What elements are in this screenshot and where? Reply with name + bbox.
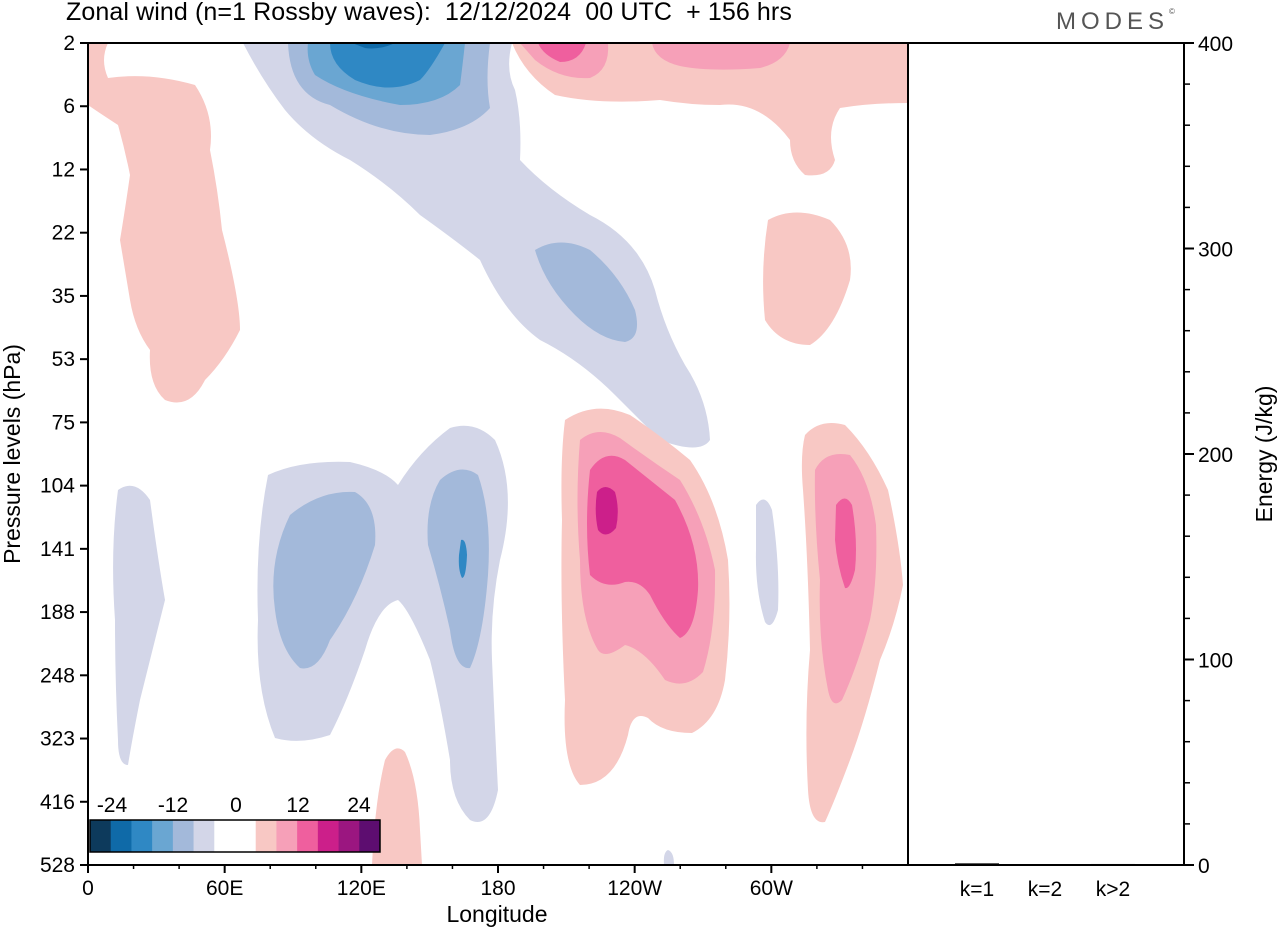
y-tick-label: 22 [52, 222, 75, 245]
y-tick-label: 35 [52, 285, 75, 308]
colorbar-swatch [338, 820, 360, 852]
contour-pos-strong-top-right-a [538, 43, 586, 62]
bar-category-label: k>2 [1096, 878, 1130, 901]
y-tick-label: 323 [40, 728, 75, 751]
y-tick-label: 248 [40, 664, 75, 687]
colorbar-label: -24 [97, 794, 128, 817]
colorbar-swatch [172, 820, 194, 852]
contour-neg-mod-central-b [427, 469, 489, 669]
contour-neg-weak-bottom [663, 850, 674, 865]
contour-pos-strong-far-right [835, 498, 856, 589]
bar-category-label: k=1 [960, 878, 994, 901]
energy-bar [1023, 864, 1067, 865]
contour-neg-mod-mid-upper [535, 242, 638, 342]
y-tick-label: 53 [52, 348, 75, 371]
contour-neg-mod-central-a [273, 491, 376, 669]
energy-tick-label: 300 [1198, 239, 1233, 262]
y-tick-label: 2 [63, 32, 75, 55]
colorbar-swatch [152, 820, 174, 852]
x-tick-label: 120E [337, 877, 386, 900]
bar-category-label: k=2 [1028, 878, 1062, 901]
logo-mark: © [1169, 7, 1175, 16]
colorbar-swatch [235, 820, 257, 852]
contour-neg-weak-upper [243, 43, 710, 448]
y-tick-label: 75 [52, 411, 75, 434]
x-tick-label: 120W [607, 877, 662, 900]
colorbar-swatch [255, 820, 277, 852]
colorbar-label: -12 [158, 794, 188, 817]
y-axis-title: Pressure levels (hPa) [0, 344, 25, 564]
y-tick-label: 141 [40, 538, 75, 561]
x-axis-title: Longitude [446, 901, 547, 927]
contour-neg-strong-central-b [458, 539, 467, 578]
x-tick-label: 180 [480, 877, 515, 900]
logo-text: MODES [1056, 8, 1170, 35]
contour-pos-weak-upper-left [88, 43, 240, 403]
energy-axis-title: Energy (J/kg) [1251, 386, 1277, 523]
x-tick-label: 0 [82, 877, 94, 900]
energy-tick-label: 100 [1198, 650, 1233, 673]
colorbar-swatch [131, 820, 153, 852]
x-tick-label: 60W [750, 877, 793, 900]
colorbar-frame [89, 819, 381, 853]
x-tick-label: 60E [206, 877, 243, 900]
energy-bars: k=1 k=2 k>2 [955, 863, 1135, 901]
pressure-axis: 2 6 12 22 35 53 75 104 141 188 248 323 416 528 [40, 32, 88, 877]
y-tick-label: 104 [40, 475, 75, 498]
colorbar-swatch [214, 820, 236, 852]
colorbar-label: 24 [347, 794, 371, 817]
contour-neg-weak-left-column [113, 485, 165, 765]
energy-tick-label: 200 [1198, 444, 1233, 467]
energy-bar [955, 863, 999, 865]
contour-pos-strongest-center [595, 487, 618, 535]
contour-neg-core-top [352, 43, 395, 49]
y-tick-label: 188 [40, 601, 75, 624]
colorbar-label: 0 [230, 794, 242, 817]
y-tick-label: 416 [40, 791, 75, 814]
energy-bar [1091, 863, 1135, 865]
modes-logo: MODES© [1056, 7, 1175, 36]
contour-neg-strong-top [330, 43, 445, 88]
colorbar-swatch [297, 820, 319, 852]
energy-tick-label: 0 [1198, 855, 1210, 878]
colorbar-swatch [359, 820, 381, 852]
colorbar: -24 -12 0 12 24 [89, 794, 381, 853]
colorbar-swatch [193, 820, 215, 852]
energy-tick-label: 400 [1198, 33, 1233, 56]
colorbar-swatch [90, 820, 112, 852]
chart-title: Zonal wind (n=1 Rossby waves): 12/12/202… [66, 0, 792, 26]
colorbar-swatch [317, 820, 339, 852]
colorbar-label: 12 [286, 794, 309, 817]
longitude-axis: 0 60E 120E 180 120W 60W [82, 865, 864, 900]
contour-pos-weak-upper-right [763, 212, 851, 345]
energy-axis: 0 100 200 300 400 [1184, 33, 1233, 878]
contour-pos-weak-bottom [372, 748, 422, 865]
contour-neg-weak-right [755, 499, 779, 626]
contour-field [88, 43, 908, 865]
y-tick-label: 528 [40, 854, 75, 877]
colorbar-swatch [276, 820, 298, 852]
y-tick-label: 6 [63, 95, 75, 118]
y-tick-label: 12 [52, 158, 75, 181]
contour-pos-mod-top-right-b [652, 43, 790, 70]
colorbar-swatch [110, 820, 132, 852]
contour-pos-weak-top-right [512, 43, 908, 176]
